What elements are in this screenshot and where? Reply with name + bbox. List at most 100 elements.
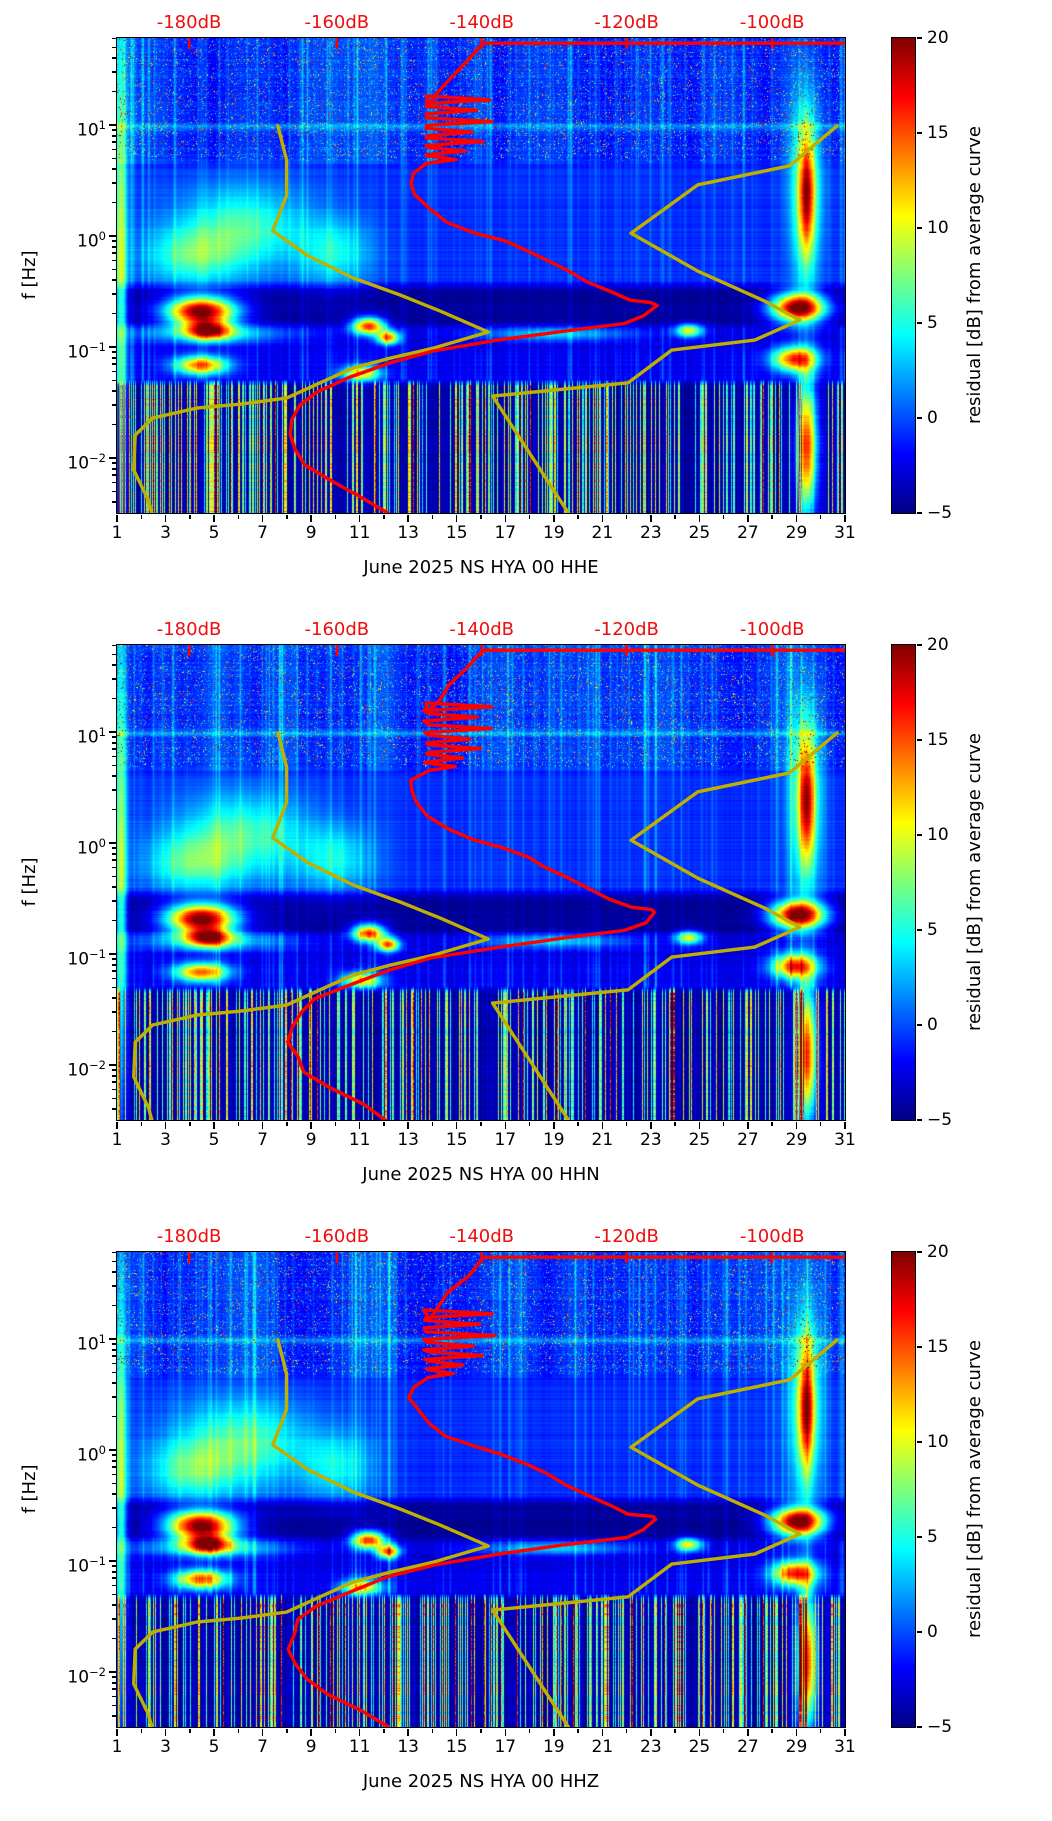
y-minor-tick xyxy=(111,644,116,647)
x-tick-label: 27 xyxy=(737,523,759,543)
y-tick-exponent: −2 xyxy=(89,1058,106,1072)
x-major-tick xyxy=(116,514,118,522)
top-axis-label: -180dB xyxy=(156,619,222,640)
y-major-tick xyxy=(108,346,116,348)
y-minor-tick xyxy=(111,490,116,493)
y-minor-tick xyxy=(111,1382,116,1384)
x-tick-label: 15 xyxy=(445,523,468,543)
colorbar-tick-label: 0 xyxy=(927,408,938,428)
y-minor-tick xyxy=(111,1271,116,1273)
colorbar-tick-label: 0 xyxy=(927,1622,938,1642)
y-minor-tick xyxy=(111,501,116,503)
x-minor-tick xyxy=(140,1121,143,1126)
colorbar-tick-label: 10 xyxy=(927,218,949,238)
x-minor-tick xyxy=(528,1121,531,1126)
y-minor-tick xyxy=(111,697,116,700)
figure-panel-2: f [Hz] June 2025 NS HYA 00 HHN residual … xyxy=(0,607,1052,1214)
y-minor-tick xyxy=(111,293,116,295)
colorbar-tick xyxy=(916,1631,922,1633)
x-major-tick xyxy=(310,1121,312,1129)
y-tick-base: 10 xyxy=(77,1445,99,1466)
top-axis-label: -100dB xyxy=(739,619,805,640)
colorbar-tick xyxy=(916,1726,922,1728)
x-major-tick xyxy=(553,1728,555,1736)
x-major-tick xyxy=(407,1728,409,1736)
y-tick-exponent: −1 xyxy=(89,340,106,354)
x-major-tick xyxy=(164,1728,167,1736)
x-minor-tick xyxy=(431,1728,434,1733)
y-minor-tick xyxy=(111,1526,116,1529)
x-tick-label: 29 xyxy=(785,1130,808,1150)
y-tick-exponent: 0 xyxy=(98,836,106,850)
y-tick-base: 10 xyxy=(77,120,99,141)
x-tick-label: 7 xyxy=(257,1130,268,1150)
y-minor-tick xyxy=(111,252,116,254)
x-minor-tick xyxy=(722,1728,725,1733)
x-tick-label: 21 xyxy=(591,523,614,543)
x-major-tick xyxy=(747,514,749,522)
top-axis-label: -140dB xyxy=(449,1226,515,1247)
y-tick-base: 10 xyxy=(77,1334,99,1355)
average-psd-curve xyxy=(286,1255,845,1727)
colorbar-axis-label: residual [dB] from average curve xyxy=(964,1339,985,1639)
y-minor-tick xyxy=(111,1565,116,1567)
colorbar-tick xyxy=(916,227,922,229)
y-minor-tick xyxy=(111,1415,116,1418)
top-axis-label: -120dB xyxy=(594,619,659,640)
y-minor-tick xyxy=(111,1251,116,1254)
colorbar-tick-label: 15 xyxy=(927,1337,949,1357)
top-axis-label: -120dB xyxy=(594,1226,659,1247)
x-tick-label: 25 xyxy=(688,1737,711,1757)
x-minor-tick xyxy=(237,1121,240,1126)
x-tick-label: 9 xyxy=(305,1130,317,1150)
x-tick-label: 13 xyxy=(397,1737,419,1757)
y-minor-tick xyxy=(111,1571,116,1573)
colorbar-tick xyxy=(916,929,922,931)
x-minor-tick xyxy=(625,1121,628,1126)
x-tick-label: 5 xyxy=(208,1737,220,1757)
y-minor-tick xyxy=(111,859,116,861)
colorbar-tick xyxy=(916,417,922,419)
y-minor-tick xyxy=(111,201,116,204)
top-axis-label: -180dB xyxy=(156,1226,222,1247)
x-tick-label: 17 xyxy=(494,1130,517,1150)
y-minor-tick xyxy=(111,1030,116,1033)
x-minor-tick xyxy=(819,514,822,519)
x-major-tick xyxy=(116,1728,118,1736)
colorbar-tick xyxy=(916,1251,922,1253)
y-tick-label: 101 xyxy=(38,1328,106,1356)
y-minor-tick xyxy=(111,1466,116,1468)
y-minor-tick xyxy=(111,866,116,869)
x-tick-label: 5 xyxy=(208,523,220,543)
x-major-tick xyxy=(261,514,264,522)
y-minor-tick xyxy=(111,986,116,989)
x-tick-label: 21 xyxy=(591,1737,614,1757)
x-minor-tick xyxy=(383,1121,385,1126)
y-minor-tick xyxy=(111,351,116,353)
x-minor-tick xyxy=(189,1121,191,1126)
x-major-tick xyxy=(795,1728,798,1736)
x-major-tick xyxy=(504,1728,507,1736)
x-major-tick xyxy=(310,514,312,522)
x-minor-tick xyxy=(819,1728,822,1733)
x-minor-tick xyxy=(431,514,434,519)
y-major-tick xyxy=(108,1560,116,1562)
x-tick-label: 19 xyxy=(542,523,565,543)
y-minor-tick xyxy=(111,775,116,777)
x-major-tick xyxy=(650,1121,652,1129)
y-tick-base: 10 xyxy=(77,231,99,252)
y-minor-tick xyxy=(111,1593,116,1596)
high-noise-model-curve xyxy=(490,730,839,1120)
y-tick-label: 10−2 xyxy=(38,1054,106,1082)
low-noise-model-curve xyxy=(131,123,490,513)
x-major-tick xyxy=(358,514,361,522)
y-minor-tick xyxy=(111,157,116,160)
y-tick-label: 10−2 xyxy=(38,1661,106,1689)
y-minor-tick xyxy=(111,1688,116,1690)
x-major-tick xyxy=(601,1121,604,1129)
x-major-tick xyxy=(698,1121,701,1129)
y-minor-tick xyxy=(111,1493,116,1495)
y-minor-tick xyxy=(111,474,116,476)
y-minor-tick xyxy=(111,1482,116,1485)
x-major-tick xyxy=(844,1121,846,1129)
